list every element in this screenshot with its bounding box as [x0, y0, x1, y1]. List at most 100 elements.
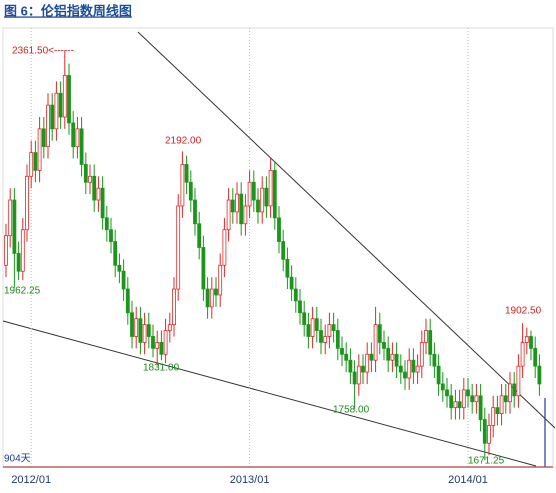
- candle-body: [155, 342, 160, 349]
- candle-body: [138, 318, 143, 343]
- candle-body: [281, 241, 286, 260]
- candle-body: [495, 407, 500, 415]
- candle-body: [306, 324, 311, 337]
- candle-body: [340, 347, 344, 355]
- candle-body: [365, 353, 370, 373]
- candle-body: [230, 199, 235, 213]
- candle-body: [130, 312, 134, 337]
- candle-body: [167, 324, 172, 331]
- candle-body: [197, 223, 202, 248]
- candle-body: [251, 181, 256, 201]
- candle-body: [449, 395, 454, 409]
- candle-body: [394, 353, 399, 367]
- candle-body: [33, 152, 38, 171]
- candle-body: [235, 193, 239, 213]
- candle-body: [184, 164, 189, 183]
- annotation: 1671.25: [468, 456, 505, 467]
- candle-body: [146, 324, 151, 337]
- candle-body: [209, 288, 214, 308]
- candle-body: [491, 407, 496, 426]
- candle-body: [205, 288, 210, 308]
- candle-body: [445, 389, 449, 397]
- candle-body: [8, 199, 13, 237]
- candle-body: [529, 336, 533, 349]
- x-tick-label: 2013/01: [230, 474, 270, 486]
- candle-body: [373, 324, 378, 361]
- trend-line: [2, 320, 537, 467]
- candle-body: [218, 264, 223, 296]
- candle-body: [188, 181, 193, 201]
- candle-body: [46, 104, 50, 148]
- candle-body: [390, 353, 395, 361]
- candle-body: [247, 181, 252, 207]
- candle-body: [151, 336, 155, 349]
- candle-body: [331, 324, 336, 331]
- candle-body: [453, 401, 458, 409]
- annotation: 1962.25: [4, 286, 41, 297]
- candle-body: [20, 229, 25, 272]
- candle-body: [256, 199, 260, 213]
- candle-body: [310, 318, 315, 337]
- candle-body: [54, 92, 59, 130]
- annotation: 1831.00: [143, 363, 180, 374]
- candle-body: [356, 365, 361, 385]
- trend-line: [137, 31, 556, 429]
- candle-body: [62, 75, 67, 118]
- candle-body: [314, 318, 319, 331]
- candle-body: [12, 199, 17, 254]
- candle-body: [117, 264, 122, 272]
- candle-body: [344, 353, 349, 361]
- candle-body: [285, 258, 290, 278]
- candle-body: [398, 365, 403, 373]
- candle-body: [125, 288, 130, 314]
- candle-body: [37, 128, 42, 171]
- candle-body: [113, 241, 118, 266]
- candle-body: [466, 389, 470, 397]
- candle-body: [293, 288, 298, 302]
- x-tick-label: 2012/01: [11, 474, 51, 486]
- plot-frame: [2, 27, 554, 468]
- candle-body: [193, 199, 197, 225]
- candle-body: [361, 365, 365, 373]
- candle-body: [474, 395, 479, 403]
- x-tick-label: 2014/01: [448, 474, 488, 486]
- candle-body: [533, 347, 538, 367]
- candle-body: [71, 122, 76, 148]
- candle-body: [272, 169, 277, 219]
- candle-body: [411, 359, 416, 373]
- candle-body: [159, 342, 164, 355]
- candle-body: [4, 235, 8, 266]
- chart-title: 图 6：伦铝指数周线图: [4, 3, 132, 18]
- candle-body: [58, 92, 63, 118]
- candle-body: [386, 347, 391, 361]
- candle-body: [222, 229, 227, 266]
- candle-body: [16, 253, 21, 272]
- candle-body: [100, 187, 105, 219]
- candle-body: [83, 164, 88, 183]
- candle-body: [226, 199, 231, 231]
- candle-body: [298, 300, 302, 314]
- candle-body: [163, 330, 168, 355]
- candle-body: [470, 395, 475, 403]
- candle-body: [134, 318, 139, 337]
- candle-body: [79, 128, 84, 165]
- candle-body: [268, 169, 273, 207]
- annotation: 1758.00: [333, 405, 370, 416]
- candle-body: [201, 247, 206, 290]
- candle-body: [75, 128, 80, 148]
- candle-body: [512, 383, 517, 397]
- candle-body: [352, 371, 357, 385]
- candle-body: [104, 217, 109, 231]
- candle-body: [29, 152, 34, 177]
- candle-body: [25, 175, 29, 231]
- candle-body: [520, 342, 525, 367]
- candle-body: [109, 229, 113, 242]
- candle-body: [415, 365, 420, 373]
- candle-body: [323, 336, 328, 343]
- candle-body: [176, 205, 181, 290]
- candle-body: [457, 401, 462, 409]
- candle-body: [319, 330, 323, 343]
- candle-body: [440, 383, 445, 391]
- candle-body: [180, 164, 185, 207]
